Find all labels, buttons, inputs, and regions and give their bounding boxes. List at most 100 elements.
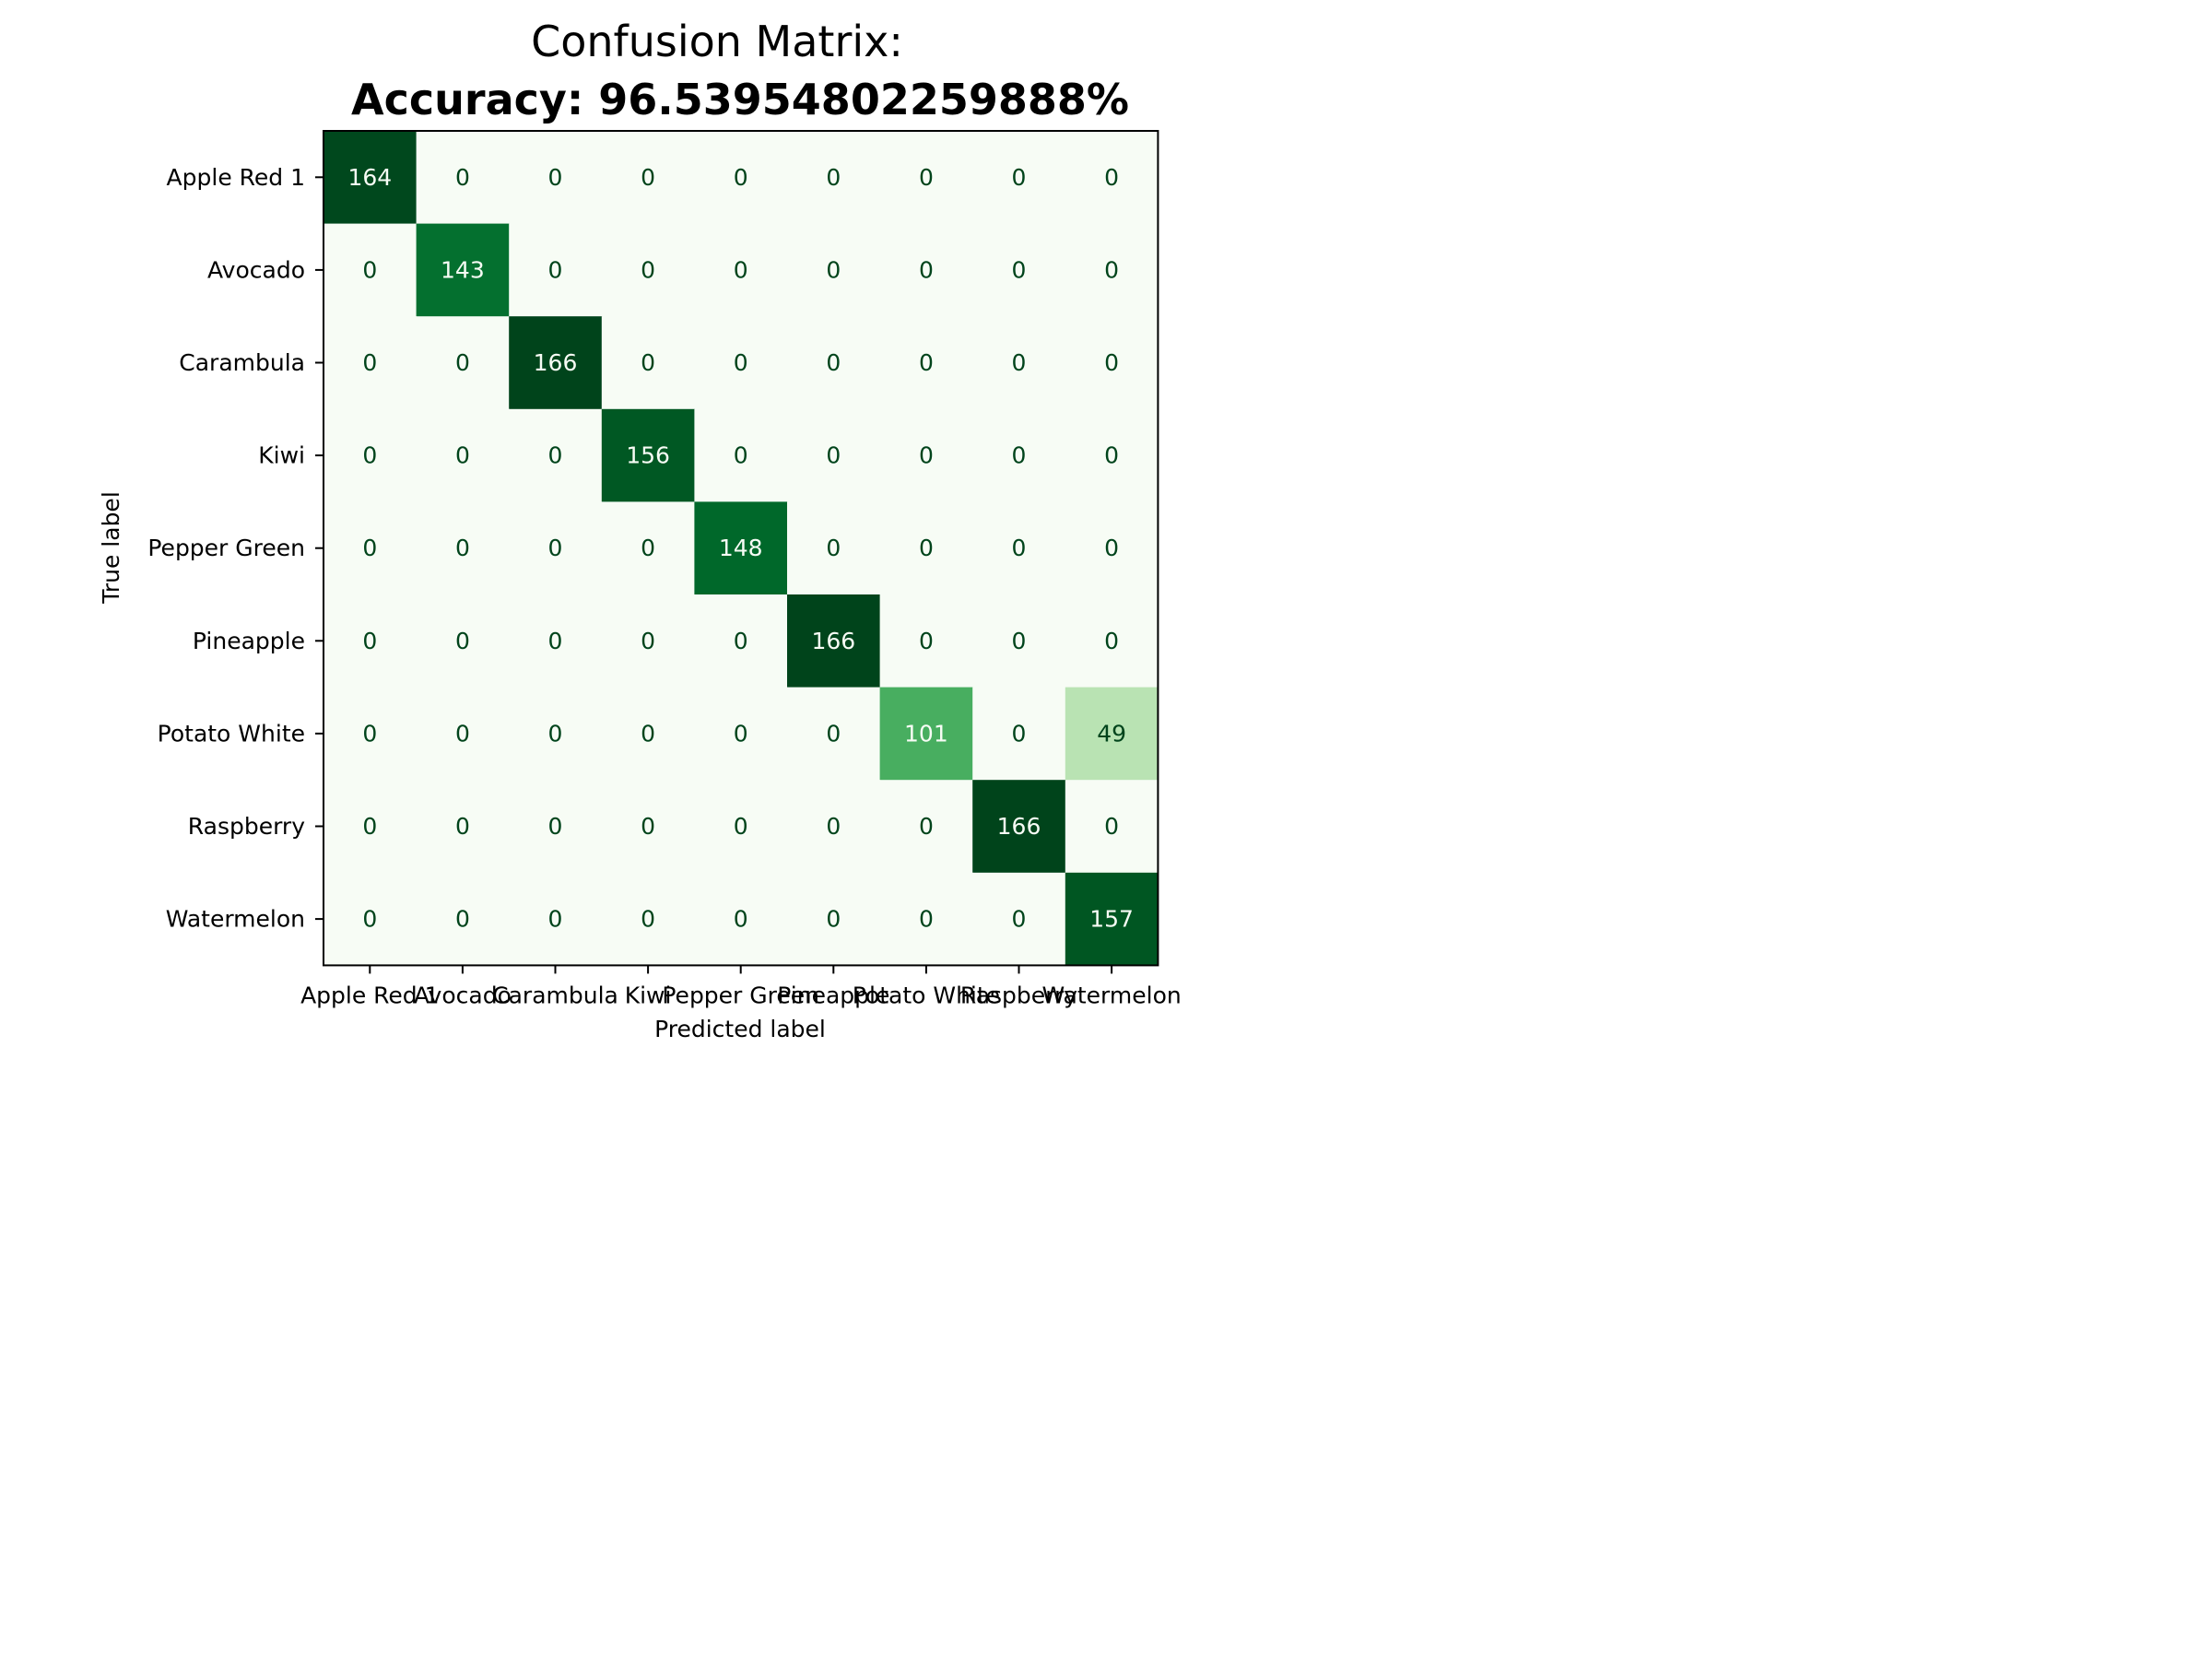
cell-value-label: 0 xyxy=(548,442,563,469)
cell-value-label: 0 xyxy=(826,906,841,933)
heatmap-cell xyxy=(601,131,695,225)
x-tick-label: Potato White xyxy=(853,982,1000,1008)
heatmap-cell xyxy=(324,594,418,688)
heatmap-cell xyxy=(1065,501,1159,595)
heatmap-cell xyxy=(509,316,603,410)
heatmap-cell xyxy=(509,872,603,966)
y-tick-label: Pepper Green xyxy=(147,535,305,561)
heatmap-cell xyxy=(416,687,510,781)
heatmap-cell xyxy=(787,501,881,595)
cell-value-label: 0 xyxy=(1012,164,1027,191)
heatmap-cell xyxy=(1065,131,1159,225)
cell-value-label: 0 xyxy=(548,164,563,191)
y-tick-label: Watermelon xyxy=(166,906,305,933)
heatmap-cell xyxy=(509,687,603,781)
heatmap-cell xyxy=(509,780,603,874)
heatmap-cell xyxy=(972,131,1066,225)
x-tick-label: Apple Red 1 xyxy=(300,982,439,1008)
heatmap-cell xyxy=(509,223,603,317)
cell-value-label: 0 xyxy=(641,256,655,283)
heatmap-cell xyxy=(509,408,603,502)
heatmap-cell-labels: 164 0 0 0 0 0 0 0 0 0 143 0 0 0 0 0 0 0 0 0 166 0 0 0 0 0 0 0 0 0 156 0… xyxy=(347,164,1134,933)
heatmap-cell xyxy=(787,780,881,874)
cell-value-label: 0 xyxy=(1104,535,1119,561)
cell-value-label: 0 xyxy=(919,535,934,561)
chart-subtitle: Accuracy: 96.5395480225988​8% xyxy=(351,75,1129,124)
y-tick-label: Potato White xyxy=(158,720,305,747)
y-axis-label: True label xyxy=(98,491,124,605)
cell-value-label: 0 xyxy=(1012,906,1027,933)
cell-value-label: 0 xyxy=(548,813,563,840)
heatmap-cell xyxy=(972,780,1066,874)
heatmap-cell xyxy=(694,501,788,595)
heatmap-cell xyxy=(416,408,510,502)
cell-value-label: 0 xyxy=(362,256,377,283)
heatmap-cell xyxy=(509,501,603,595)
y-tick-label: Apple Red 1 xyxy=(167,164,305,191)
heatmap-cell xyxy=(324,131,418,225)
cell-value-label: 0 xyxy=(734,256,748,283)
cell-value-label: 0 xyxy=(919,164,934,191)
heatmap-cell xyxy=(1065,408,1159,502)
cell-value-label: 0 xyxy=(548,628,563,654)
heatmap-cell xyxy=(787,872,881,966)
cell-value-label: 0 xyxy=(919,813,934,840)
x-tick-label: Watermelon xyxy=(1041,982,1181,1008)
heatmap-cell xyxy=(416,501,510,595)
heatmap-cell xyxy=(324,408,418,502)
cell-value-label: 0 xyxy=(1012,349,1027,376)
cell-value-label: 157 xyxy=(1089,906,1134,933)
cell-value-label: 164 xyxy=(347,164,392,191)
heatmap-cell xyxy=(879,408,973,502)
cell-value-label: 0 xyxy=(641,906,655,933)
heatmap-cell xyxy=(787,687,881,781)
heatmap-cell xyxy=(972,594,1066,688)
cell-value-label: 0 xyxy=(734,349,748,376)
cell-value-label: 166 xyxy=(997,813,1041,840)
heatmap-cell xyxy=(601,501,695,595)
heatmap-cell xyxy=(601,594,695,688)
cell-value-label: 0 xyxy=(362,906,377,933)
x-axis-label: Predicted label xyxy=(654,1016,826,1042)
heatmap-cell xyxy=(694,687,788,781)
heatmap-cell xyxy=(1065,687,1159,781)
cell-value-label: 0 xyxy=(1012,256,1027,283)
cell-value-label: 0 xyxy=(362,628,377,654)
cell-value-label: 0 xyxy=(641,720,655,747)
cell-value-label: 0 xyxy=(455,535,470,561)
cell-value-label: 0 xyxy=(362,349,377,376)
heatmap-cell xyxy=(1065,316,1159,410)
y-tick-label: Raspberry xyxy=(188,813,305,840)
heatmap-cell xyxy=(879,594,973,688)
cell-value-label: 0 xyxy=(734,906,748,933)
cell-value-label: 49 xyxy=(1097,720,1126,747)
x-tick-label: Pepper Green xyxy=(662,982,819,1008)
cell-value-label: 0 xyxy=(641,164,655,191)
heatmap-cell xyxy=(879,223,973,317)
cell-value-label: 0 xyxy=(548,256,563,283)
heatmap-cell xyxy=(601,316,695,410)
cell-value-label: 0 xyxy=(919,349,934,376)
heatmap-cell xyxy=(787,594,881,688)
heatmap-cell xyxy=(694,316,788,410)
cell-value-label: 0 xyxy=(826,442,841,469)
cell-value-label: 0 xyxy=(455,628,470,654)
cell-value-label: 166 xyxy=(811,628,855,654)
heatmap-cell xyxy=(879,501,973,595)
cell-value-label: 0 xyxy=(641,535,655,561)
cell-value-label: 0 xyxy=(734,720,748,747)
heatmap-cell xyxy=(694,131,788,225)
heatmap-cell xyxy=(694,780,788,874)
heatmap-cell xyxy=(787,223,881,317)
heatmap-cell xyxy=(694,594,788,688)
heatmap-cell xyxy=(601,223,695,317)
heatmap-cell xyxy=(972,501,1066,595)
heatmap-cell xyxy=(324,501,418,595)
cell-value-label: 148 xyxy=(719,535,763,561)
heatmap-cell xyxy=(601,687,695,781)
cell-value-label: 0 xyxy=(1104,442,1119,469)
y-tick-label: Kiwi xyxy=(258,442,305,469)
heatmap-cell xyxy=(509,594,603,688)
heatmap-cell xyxy=(694,872,788,966)
cell-value-label: 0 xyxy=(455,813,470,840)
